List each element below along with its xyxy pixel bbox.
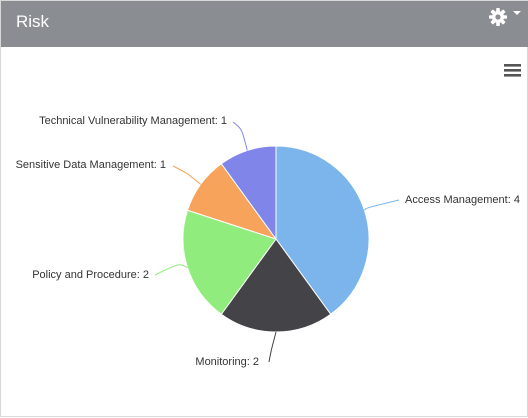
label-connector: [154, 264, 188, 276]
pie-data-label: Access Management: 4: [405, 194, 520, 206]
settings-dropdown-button[interactable]: [487, 3, 525, 27]
caret-down-icon: [513, 11, 521, 15]
label-connector: [172, 165, 202, 185]
pie-data-label: Monitoring: 2: [195, 356, 259, 368]
pie-data-label: Sensitive Data Management: 1: [16, 159, 166, 171]
label-connector: [364, 199, 400, 211]
widget-header: Risk: [1, 1, 528, 47]
hamburger-menu-icon: [504, 64, 521, 77]
chart-context-menu-button[interactable]: [501, 59, 525, 81]
pie-data-label: Policy and Procedure: 2: [32, 269, 149, 281]
label-connector: [232, 121, 248, 151]
label-connector: [268, 331, 277, 363]
pie-data-label: Technical Vulnerability Management: 1: [39, 115, 227, 127]
widget-title: Risk: [16, 12, 50, 31]
gear-icon: [489, 8, 521, 26]
